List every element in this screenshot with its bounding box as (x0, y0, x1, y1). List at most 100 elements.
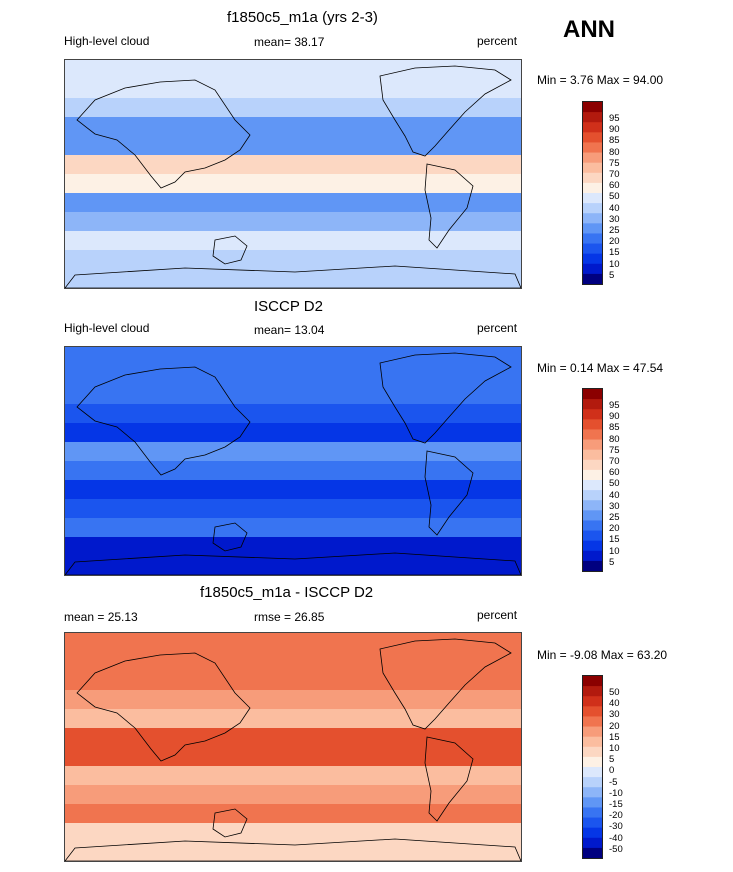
season-label: ANN (563, 16, 615, 43)
colorbar-swatch (583, 817, 602, 829)
colorbar-swatch (583, 746, 602, 758)
coastline-4 (65, 265, 521, 288)
colorbar-swatch (583, 686, 602, 697)
colorbar-tick-label: 30 (609, 500, 620, 512)
lat-band-0-15s (65, 174, 521, 193)
panel2-title: ISCCP D2 (254, 298, 323, 315)
colorbar-tick-label: 95 (609, 113, 620, 124)
coastline-4 (65, 552, 521, 575)
lat-band-30n-15n (65, 423, 521, 442)
colorbar-tick-label: -5 (609, 776, 618, 788)
colorbar-swatch (583, 807, 602, 819)
colorbar-tick-label: 30 (609, 213, 620, 225)
colorbar-tick-label: 5 (609, 754, 615, 766)
colorbar-tick-label: -30 (609, 821, 623, 833)
coastline-2 (424, 163, 474, 249)
colorbar-tick-label: 95 (609, 400, 620, 411)
coastline-3 (212, 235, 248, 265)
coastline-0 (76, 652, 251, 762)
colorbar-tick-label: 50 (609, 687, 620, 698)
coastline-1 (379, 65, 512, 157)
lat-band-90n-60n (65, 347, 521, 385)
lat-band-45s-60s (65, 804, 521, 823)
colorbar-swatch (583, 837, 602, 849)
panel1-variable-label: High-level cloud (64, 34, 150, 48)
colorbar-tick-label: 50 (609, 191, 620, 203)
lat-band-45n-30n (65, 690, 521, 709)
panel1-title: f1850c5_m1a (yrs 2-3) (227, 9, 378, 26)
lat-band-45n-30n (65, 117, 521, 136)
colorbar-tick-label: 75 (609, 444, 620, 456)
colorbar-tick-label: -20 (609, 810, 623, 822)
colorbar-tick-label: 50 (609, 478, 620, 490)
colorbar-tick-label: -15 (609, 799, 623, 810)
colorbar-swatch (583, 243, 602, 255)
colorbar-tick-label: 5 (609, 556, 615, 568)
lat-band-60s-90s (65, 537, 521, 575)
colorbar-swatch (583, 827, 602, 839)
panel2-colorbar (582, 388, 603, 572)
colorbar-tick-label: 70 (609, 169, 620, 180)
lat-band-45s-60s (65, 518, 521, 537)
colorbar-swatch (583, 389, 602, 400)
coastline-3 (212, 808, 248, 838)
lat-band-15n-0 (65, 442, 521, 461)
colorbar-tick-label: 15 (609, 247, 620, 259)
lat-band-0-15s (65, 461, 521, 480)
colorbar-swatch (583, 540, 602, 552)
coastline-0 (76, 366, 251, 476)
colorbar-tick-label: 20 (609, 236, 620, 248)
lat-band-30s-45s (65, 212, 521, 231)
colorbar-swatch (583, 429, 602, 441)
colorbar-tick-label: 60 (609, 180, 620, 192)
colorbar-swatch (583, 787, 602, 798)
colorbar-tick-label: -40 (609, 832, 623, 844)
panel3-title: f1850c5_m1a - ISCCP D2 (200, 584, 374, 601)
colorbar-swatch (583, 767, 602, 778)
lat-band-30n-15n (65, 136, 521, 155)
colorbar-tick-label: 85 (609, 135, 620, 147)
panel1-colorbar (582, 101, 603, 285)
colorbar-swatch (583, 273, 602, 284)
lat-band-15s-30s (65, 480, 521, 499)
lat-band-45n-30n (65, 404, 521, 423)
colorbar-swatch (583, 263, 602, 275)
colorbar-swatch (583, 530, 602, 542)
lat-band-0-15s (65, 747, 521, 766)
lat-band-60n-45n (65, 385, 521, 404)
colorbar-swatch (583, 122, 602, 133)
colorbar-swatch (583, 182, 602, 194)
colorbar-tick-label: 15 (609, 731, 620, 743)
panel2-mean-label: mean= 13.04 (254, 323, 325, 337)
colorbar-swatch (583, 550, 602, 562)
colorbar-swatch (583, 132, 602, 143)
panel3-colorbar (582, 675, 603, 859)
lat-band-60s-90s (65, 250, 521, 288)
colorbar-swatch (583, 510, 602, 521)
colorbar-swatch (583, 439, 602, 451)
colorbar-tick-label: 30 (609, 709, 620, 721)
colorbar-swatch (583, 193, 602, 204)
colorbar-swatch (583, 203, 602, 214)
colorbar-tick-label: 15 (609, 534, 620, 546)
panel2-map (64, 346, 522, 576)
colorbar-tick-label: 10 (609, 258, 620, 270)
colorbar-tick-label: 90 (609, 411, 620, 423)
colorbar-swatch (583, 716, 602, 728)
colorbar-swatch (583, 676, 602, 687)
colorbar-tick-label: -50 (609, 843, 623, 855)
colorbar-swatch (583, 560, 602, 571)
colorbar-swatch (583, 706, 602, 717)
lat-band-15n-0 (65, 155, 521, 174)
colorbar-swatch (583, 253, 602, 265)
panel1-units-label: percent (477, 34, 518, 48)
colorbar-swatch (583, 172, 602, 184)
panel1-mean-label: mean= 38.17 (254, 35, 325, 49)
colorbar-swatch (583, 847, 602, 858)
colorbar-swatch (583, 409, 602, 420)
colorbar-tick-label: 25 (609, 512, 620, 523)
colorbar-swatch (583, 797, 602, 808)
coastline-1 (379, 638, 512, 730)
panel1-map (64, 59, 522, 289)
lat-band-60s-90s (65, 823, 521, 861)
